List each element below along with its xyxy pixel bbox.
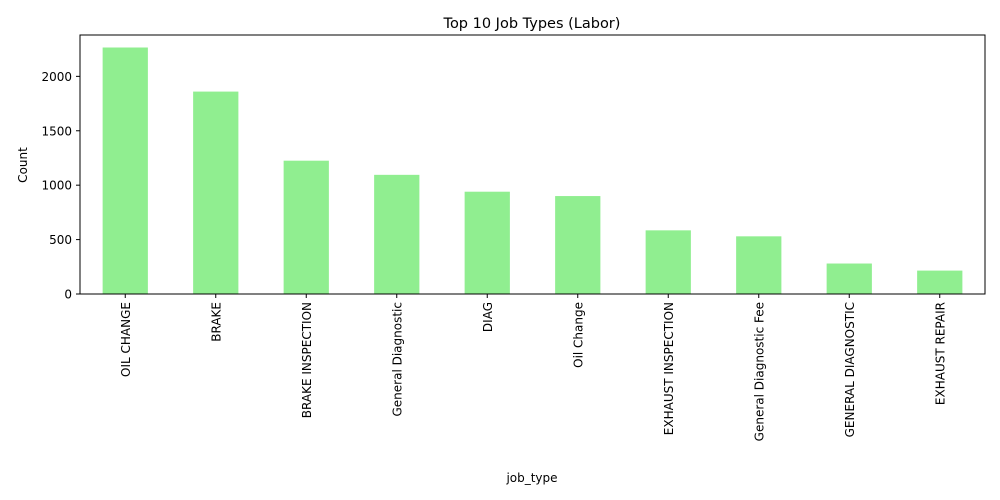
bar-9 [917,270,963,294]
bar-7 [736,236,782,294]
bar-8 [826,263,872,294]
x-tick-label-1: BRAKE [209,302,223,342]
y-tick-label-2: 1000 [41,179,72,193]
x-axis-label: job_type [505,471,557,485]
y-tick-label-0: 0 [64,288,72,302]
bar-0 [102,47,148,295]
x-tick-label-6: EXHAUST INSPECTION [662,302,676,435]
y-tick-label-4: 2000 [41,70,72,84]
plot-frame [79,34,986,295]
y-axis-label: Count [16,147,30,183]
x-tick-label-7: General Diagnostic Fee [752,302,766,441]
bar-1 [193,91,239,294]
bars-group [102,47,963,295]
x-tick-label-9: EXHAUST REPAIR [933,302,947,405]
y-tick-label-1: 500 [49,233,72,247]
x-tick-label-4: DIAG [481,302,495,332]
x-tick-label-8: GENERAL DIAGNOSTIC [843,302,857,437]
x-tick-label-3: General Diagnostic [390,302,404,417]
bar-5 [555,196,601,294]
chart-title: Top 10 Job Types (Labor) [443,16,621,32]
y-tick-label-3: 1500 [41,124,72,138]
bar-4 [464,191,510,294]
x-tick-label-2: BRAKE INSPECTION [300,302,314,418]
x-tick-label-5: Oil Change [571,302,585,368]
bar-3 [374,174,420,294]
bar-2 [283,160,329,294]
x-tick-label-0: OIL CHANGE [119,302,133,377]
y-axis-ticks: 0 500 1000 1500 2000 [41,70,80,302]
bar-6 [645,230,691,294]
x-axis-ticks: OIL CHANGE BRAKE BRAKE INSPECTION General D… [119,294,947,441]
